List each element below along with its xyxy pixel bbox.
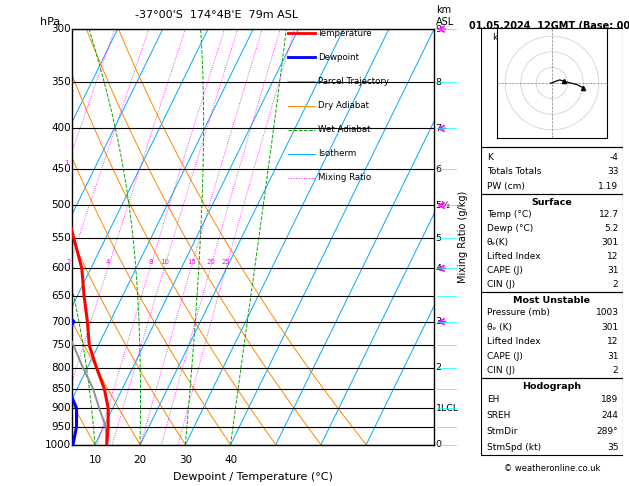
Text: 20: 20 bbox=[133, 455, 147, 465]
Text: 301: 301 bbox=[601, 323, 618, 331]
Text: SREH: SREH bbox=[487, 411, 511, 420]
Text: Surface: Surface bbox=[532, 198, 572, 207]
Text: Dewpoint / Temperature (°C): Dewpoint / Temperature (°C) bbox=[173, 472, 333, 482]
Text: 9: 9 bbox=[435, 25, 442, 34]
Text: Hodograph: Hodograph bbox=[523, 382, 581, 391]
Text: 25: 25 bbox=[222, 259, 231, 264]
Text: CAPE (J): CAPE (J) bbox=[487, 352, 523, 361]
Text: K: K bbox=[487, 153, 493, 161]
Text: Wet Adiabat: Wet Adiabat bbox=[318, 125, 370, 134]
Text: 950: 950 bbox=[51, 422, 71, 432]
Text: Parcel Trajectory: Parcel Trajectory bbox=[318, 77, 389, 86]
Text: Lifted Index: Lifted Index bbox=[487, 252, 540, 261]
Text: 30: 30 bbox=[179, 455, 192, 465]
Text: 350: 350 bbox=[51, 77, 71, 87]
Text: 2: 2 bbox=[613, 366, 618, 376]
Text: 750: 750 bbox=[51, 340, 71, 350]
Text: CIN (J): CIN (J) bbox=[487, 280, 515, 289]
Text: Dewpoint: Dewpoint bbox=[318, 53, 359, 62]
Text: 4: 4 bbox=[106, 259, 111, 264]
Text: 8: 8 bbox=[435, 78, 442, 87]
Text: 40: 40 bbox=[224, 455, 237, 465]
Text: 450: 450 bbox=[51, 164, 71, 174]
Text: kt: kt bbox=[493, 33, 501, 42]
Text: Pressure (mb): Pressure (mb) bbox=[487, 308, 550, 317]
Text: 5: 5 bbox=[435, 234, 442, 243]
Text: 900: 900 bbox=[51, 403, 71, 413]
Bar bbox=[481, 28, 623, 147]
Text: Mixing Ratio: Mixing Ratio bbox=[318, 174, 371, 182]
Text: 5.2: 5.2 bbox=[604, 224, 618, 233]
Text: 01.05.2024  12GMT (Base: 00): 01.05.2024 12GMT (Base: 00) bbox=[469, 21, 629, 32]
Text: 400: 400 bbox=[51, 123, 71, 134]
Text: Lifted Index: Lifted Index bbox=[487, 337, 540, 346]
Text: 800: 800 bbox=[51, 363, 71, 373]
Text: 3: 3 bbox=[435, 317, 442, 326]
Text: 5½: 5½ bbox=[435, 201, 450, 210]
Text: 1003: 1003 bbox=[596, 308, 618, 317]
Text: Isotherm: Isotherm bbox=[318, 149, 357, 158]
Text: 301: 301 bbox=[601, 238, 618, 247]
Text: CIN (J): CIN (J) bbox=[487, 366, 515, 376]
Text: CAPE (J): CAPE (J) bbox=[487, 266, 523, 275]
Text: StmDir: StmDir bbox=[487, 427, 518, 436]
Text: 300: 300 bbox=[51, 24, 71, 34]
Text: km
ASL: km ASL bbox=[436, 5, 454, 27]
Text: 4: 4 bbox=[435, 264, 442, 273]
Text: 189: 189 bbox=[601, 395, 618, 404]
Text: 1.19: 1.19 bbox=[598, 182, 618, 191]
Text: 600: 600 bbox=[51, 263, 71, 274]
Text: © weatheronline.co.uk: © weatheronline.co.uk bbox=[504, 464, 600, 472]
Text: 850: 850 bbox=[51, 383, 71, 394]
Text: Dewp (°C): Dewp (°C) bbox=[487, 224, 533, 233]
Text: 500: 500 bbox=[51, 200, 71, 210]
Text: 12.7: 12.7 bbox=[598, 209, 618, 219]
Text: 1: 1 bbox=[64, 160, 69, 166]
Text: 35: 35 bbox=[607, 443, 618, 452]
Text: 289°: 289° bbox=[597, 427, 618, 436]
Text: 6: 6 bbox=[435, 165, 442, 174]
Text: θₑ (K): θₑ (K) bbox=[487, 323, 512, 331]
Text: θₑ(K): θₑ(K) bbox=[487, 238, 509, 247]
Text: 20: 20 bbox=[206, 259, 215, 264]
Text: 12: 12 bbox=[607, 337, 618, 346]
Text: Temp (°C): Temp (°C) bbox=[487, 209, 532, 219]
Text: Dry Adiabat: Dry Adiabat bbox=[318, 101, 369, 110]
Text: 12: 12 bbox=[607, 252, 618, 261]
Bar bbox=[481, 194, 623, 292]
Text: 31: 31 bbox=[607, 266, 618, 275]
Text: 650: 650 bbox=[51, 291, 71, 301]
Text: 550: 550 bbox=[51, 233, 71, 243]
Bar bbox=[481, 292, 623, 378]
Text: 8: 8 bbox=[148, 259, 153, 264]
Text: hPa: hPa bbox=[40, 17, 60, 27]
Text: 33: 33 bbox=[607, 167, 618, 176]
Text: EH: EH bbox=[487, 395, 499, 404]
Text: 700: 700 bbox=[51, 316, 71, 327]
Text: StmSpd (kt): StmSpd (kt) bbox=[487, 443, 541, 452]
Text: Mixing Ratio (g/kg): Mixing Ratio (g/kg) bbox=[458, 191, 468, 283]
Text: 10: 10 bbox=[89, 455, 101, 465]
Text: Most Unstable: Most Unstable bbox=[513, 295, 591, 305]
Bar bbox=[481, 147, 623, 194]
Text: 10: 10 bbox=[160, 259, 169, 264]
Text: 1000: 1000 bbox=[45, 440, 71, 450]
Text: 2: 2 bbox=[67, 259, 71, 264]
Text: Temperature: Temperature bbox=[318, 29, 373, 38]
Text: 7: 7 bbox=[435, 124, 442, 133]
Bar bbox=[481, 378, 623, 455]
Text: 1LCL: 1LCL bbox=[435, 404, 459, 413]
Text: 244: 244 bbox=[601, 411, 618, 420]
Text: 15: 15 bbox=[187, 259, 196, 264]
Text: Totals Totals: Totals Totals bbox=[487, 167, 541, 176]
Text: PW (cm): PW (cm) bbox=[487, 182, 525, 191]
Text: 2: 2 bbox=[613, 280, 618, 289]
Text: 0: 0 bbox=[435, 440, 442, 449]
Text: 31: 31 bbox=[607, 352, 618, 361]
Text: 2: 2 bbox=[435, 363, 442, 372]
Text: -37°00'S  174°4B'E  79m ASL: -37°00'S 174°4B'E 79m ASL bbox=[135, 10, 299, 20]
Text: -4: -4 bbox=[610, 153, 618, 161]
